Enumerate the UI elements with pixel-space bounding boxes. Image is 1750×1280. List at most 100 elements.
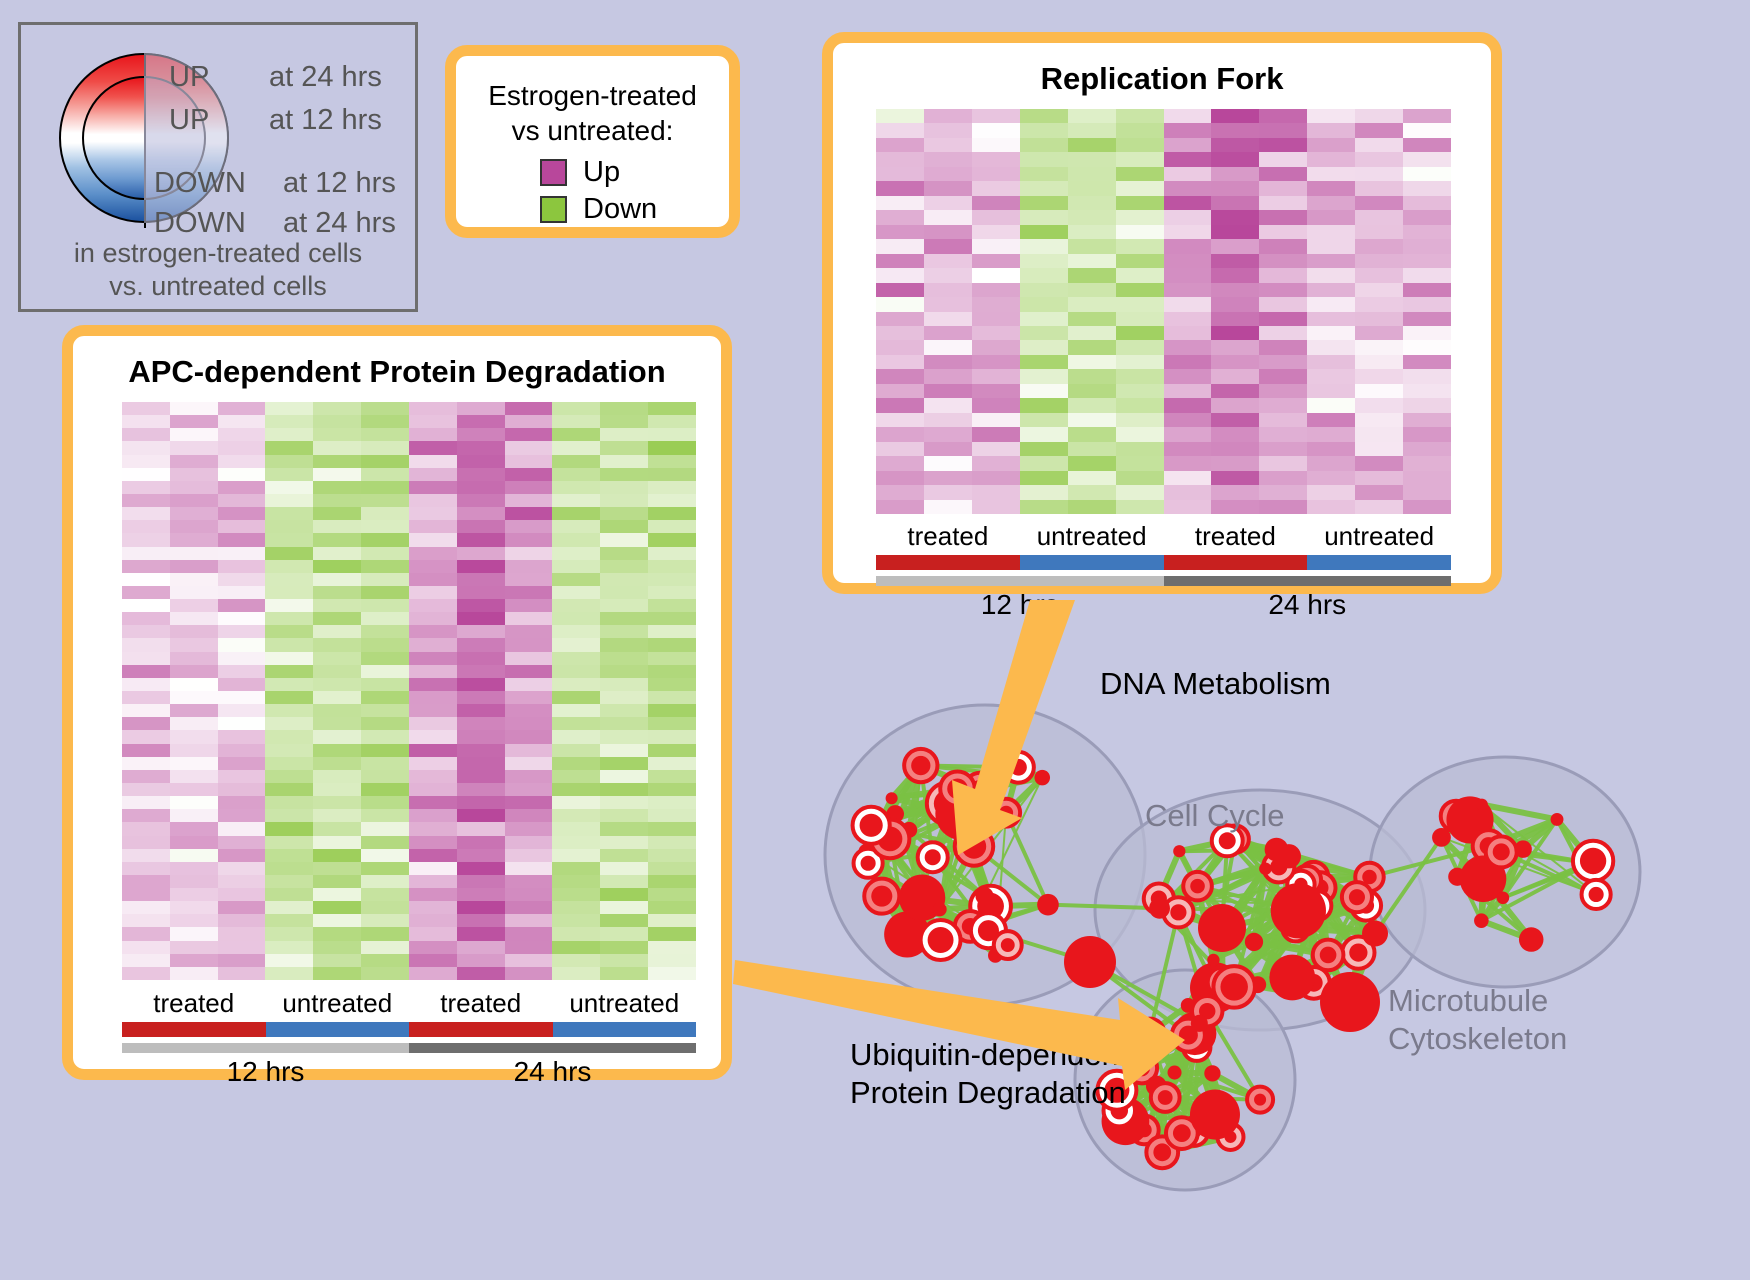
network-node[interactable] <box>1207 954 1219 966</box>
network-node[interactable] <box>1432 828 1451 847</box>
network-node[interactable] <box>1349 889 1365 905</box>
ub-line-2: Protein Degradation <box>850 1074 1128 1112</box>
condition-label-3: untreated <box>553 988 697 1019</box>
condition-segment-0 <box>122 1022 266 1037</box>
network-node[interactable] <box>1277 844 1301 868</box>
up-color-swatch <box>540 159 567 186</box>
network-node[interactable] <box>999 806 1013 820</box>
network-node[interactable] <box>1010 759 1027 776</box>
time-label-12hrs: 12 hrs <box>122 1056 409 1088</box>
network-svg <box>790 610 1735 1275</box>
direction-legend-panel: UP at 24 hrs UP at 12 hrs DOWN at 12 hrs… <box>18 22 418 312</box>
condition-label-2: treated <box>1164 521 1308 552</box>
network-node[interactable] <box>1320 972 1380 1032</box>
network-node[interactable] <box>947 778 968 799</box>
network-node[interactable] <box>1269 955 1315 1001</box>
legend-dir-3: DOWN <box>154 207 246 240</box>
time-label-24hrs: 24 hrs <box>409 1056 696 1088</box>
network-node[interactable] <box>1254 1094 1266 1106</box>
network-node[interactable] <box>1190 879 1205 894</box>
network-node[interactable] <box>1551 813 1564 826</box>
legend-dir-0: UP <box>169 61 209 94</box>
condition-label-0: treated <box>876 521 1020 552</box>
cluster-label-cell-cycle: Cell Cycle <box>1145 798 1285 834</box>
cluster-label-microtubule-cytoskeleton: Microtubule Cytoskeleton <box>1388 982 1567 1058</box>
estrogen-legend-panel: Estrogen-treated vs untreated: Up Down <box>445 45 740 238</box>
network-node[interactable] <box>1037 894 1059 916</box>
network-node[interactable] <box>1001 938 1015 952</box>
network-node[interactable] <box>925 849 941 865</box>
condition-label-1: untreated <box>266 988 410 1019</box>
network-node[interactable] <box>871 886 892 907</box>
network-node[interactable] <box>1064 936 1116 988</box>
network-node[interactable] <box>1448 868 1466 886</box>
network-node[interactable] <box>1204 1065 1220 1081</box>
network-node[interactable] <box>1497 891 1510 904</box>
network-node[interactable] <box>1220 973 1248 1001</box>
network-node[interactable] <box>933 902 947 916</box>
cluster-label-ubiquitin-degradation: Ubiquitin-dependent Protein Degradation <box>850 1036 1128 1112</box>
network-node[interactable] <box>1149 898 1170 919</box>
network-node[interactable] <box>928 927 954 953</box>
down-label: Down <box>583 193 657 226</box>
apc-degradation-panel: APC-dependent Protein Degradation treate… <box>62 325 732 1080</box>
network-node[interactable] <box>962 834 986 858</box>
replication-fork-panel: Replication Fork treated untreated treat… <box>822 32 1502 594</box>
network-node[interactable] <box>1514 840 1531 857</box>
apc-heatmap <box>122 402 696 980</box>
network-node[interactable] <box>860 814 883 837</box>
network-node[interactable] <box>1362 921 1388 947</box>
network-node[interactable] <box>1519 927 1544 952</box>
network-node[interactable] <box>1170 904 1186 920</box>
condition-label-1: untreated <box>1020 521 1164 552</box>
network-node[interactable] <box>1271 883 1326 938</box>
network-node[interactable] <box>1320 947 1337 964</box>
network-node[interactable] <box>1190 1090 1240 1140</box>
pathway-network-diagram: DNA Metabolism Cell Cycle Microtubule Cy… <box>790 610 1735 1275</box>
network-node[interactable] <box>1168 1066 1182 1080</box>
network-node[interactable] <box>1493 843 1510 860</box>
network-node[interactable] <box>1158 1090 1173 1105</box>
condition-segment-3 <box>553 1022 697 1037</box>
apc-time-labels: 12 hrs 24 hrs <box>122 1056 696 1088</box>
network-node[interactable] <box>1245 933 1263 951</box>
network-node[interactable] <box>1589 887 1604 902</box>
ub-line-1: Ubiquitin-dependent <box>850 1036 1128 1074</box>
network-node[interactable] <box>1198 904 1246 952</box>
caption-line-2: vs. untreated cells <box>21 270 415 303</box>
network-node[interactable] <box>1582 852 1604 874</box>
network-node[interactable] <box>1153 1143 1171 1161</box>
cluster-label-dna-metabolism: DNA Metabolism <box>1100 666 1331 702</box>
legend-item-up: Up <box>540 156 620 189</box>
network-node[interactable] <box>1142 1026 1157 1041</box>
condition-label-3: untreated <box>1307 521 1451 552</box>
network-node[interactable] <box>1474 913 1489 928</box>
network-node[interactable] <box>1476 799 1488 811</box>
up-label: Up <box>583 156 620 189</box>
legend-dir-2: DOWN <box>154 167 246 200</box>
apc-panel-title: APC-dependent Protein Degradation <box>73 354 721 390</box>
legend-time-2: at 12 hrs <box>283 167 396 200</box>
network-node[interactable] <box>1133 1060 1150 1077</box>
legend-time-3: at 24 hrs <box>283 207 396 240</box>
condition-label-0: treated <box>122 988 266 1019</box>
network-node[interactable] <box>1219 832 1236 849</box>
direction-legend-caption: in estrogen-treated cells vs. untreated … <box>21 237 415 303</box>
network-node[interactable] <box>1191 1015 1208 1032</box>
network-node[interactable] <box>975 887 993 905</box>
time-segment-1 <box>1164 576 1452 586</box>
condition-segment-0 <box>876 555 1020 570</box>
network-node[interactable] <box>886 792 898 804</box>
network-node[interactable] <box>861 856 876 871</box>
replication-fork-heatmap <box>876 109 1451 514</box>
mt-line-1: Microtubule <box>1388 982 1567 1020</box>
estrogen-legend-title: Estrogen-treated vs untreated: <box>456 78 729 148</box>
caption-line-1: in estrogen-treated cells <box>21 237 415 270</box>
time-segment-0 <box>122 1043 409 1053</box>
network-node[interactable] <box>1259 862 1272 875</box>
network-node[interactable] <box>911 756 930 775</box>
network-node[interactable] <box>1034 770 1050 786</box>
network-node[interactable] <box>1173 845 1185 857</box>
network-node[interactable] <box>1349 943 1367 961</box>
network-node[interactable] <box>1173 1124 1191 1142</box>
